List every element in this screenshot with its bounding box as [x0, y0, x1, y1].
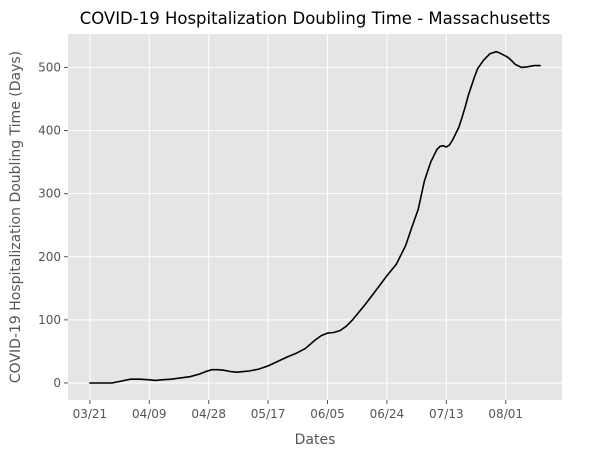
- y-tick-label: 300: [38, 187, 61, 201]
- x-tick-label: 03/21: [73, 407, 108, 421]
- y-tick-label: 400: [38, 124, 61, 138]
- y-tick-label: 500: [38, 60, 61, 74]
- y-axis-label: COVID-19 Hospitalization Doubling Time (…: [8, 51, 24, 383]
- x-axis-label: Dates: [295, 432, 336, 448]
- x-tick-label: 05/17: [251, 407, 286, 421]
- x-tick-label: 04/28: [191, 407, 226, 421]
- x-tick-label: 04/09: [132, 407, 167, 421]
- ticks: 0 100 200 300 400 500 03/21 04/09 04/28 05/17 06/0…: [38, 60, 523, 421]
- y-tick-label: 0: [53, 376, 61, 390]
- plot-area: [68, 34, 562, 400]
- series: [89, 50, 541, 384]
- x-tick-label: 06/24: [370, 407, 405, 421]
- x-tick-label: 06/05: [310, 407, 345, 421]
- y-tick-label: 100: [38, 313, 61, 327]
- doubling-time-line: [89, 50, 541, 384]
- chart-title: COVID-19 Hospitalization Doubling Time -…: [80, 9, 551, 28]
- y-tick-label: 200: [38, 250, 61, 264]
- x-tick-label: 07/13: [429, 407, 464, 421]
- x-tick-label: 08/01: [488, 407, 523, 421]
- grid: [68, 34, 562, 400]
